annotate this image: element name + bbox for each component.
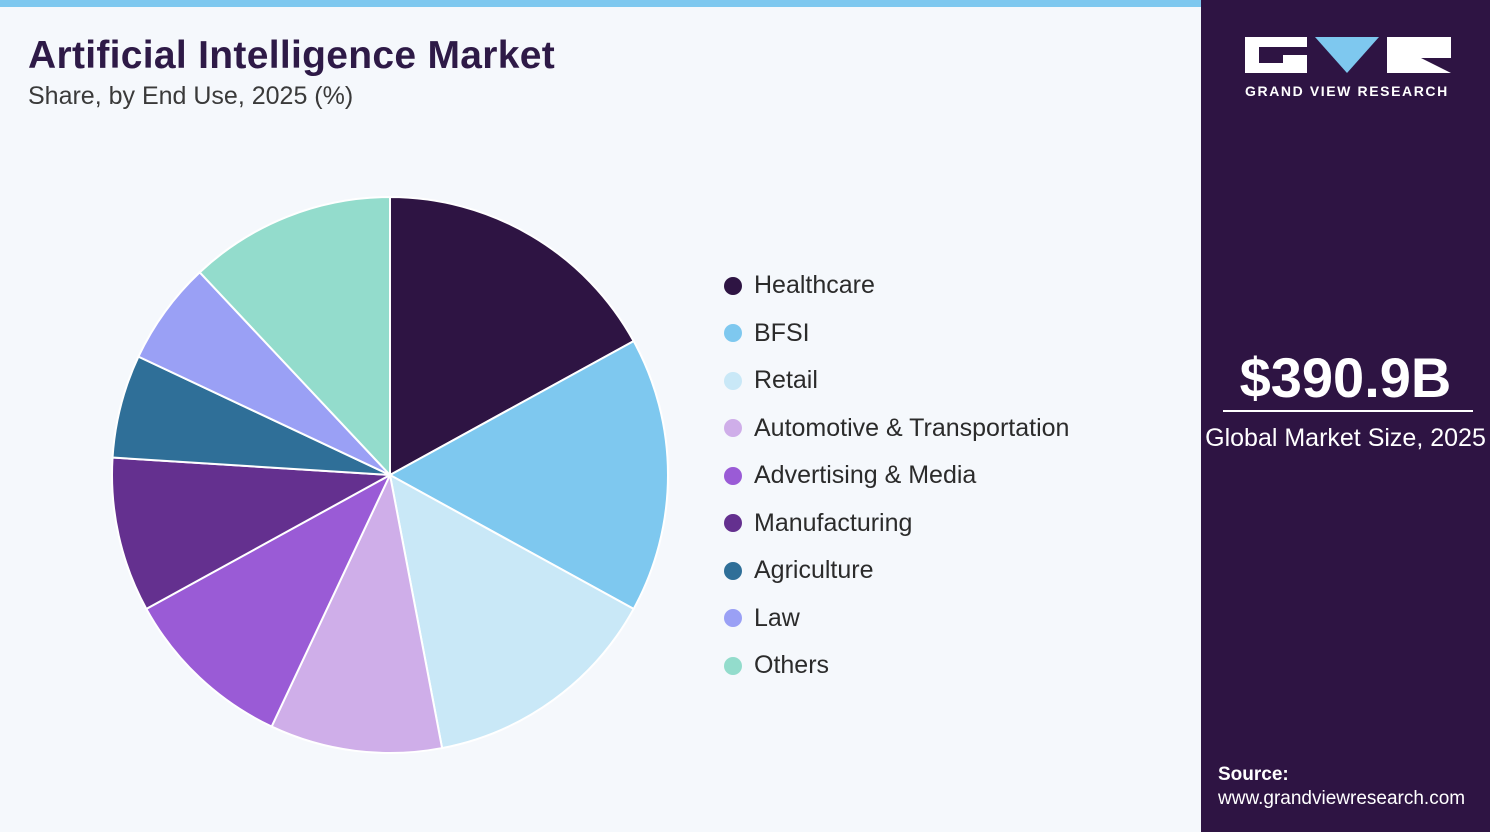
pie-slice-4 [145, 472, 393, 728]
source-link[interactable]: www.grandviewresearch.com [1218, 788, 1466, 809]
legend-item-0: Healthcare [724, 262, 1069, 310]
legend-item-8: Others [724, 642, 1069, 690]
pie-chart [111, 195, 669, 754]
pie-slice-2 [388, 473, 635, 750]
market-size-label: Global Market Size, 2025 [1205, 424, 1486, 452]
chart-title: Artificial Intelligence Market [28, 34, 555, 77]
accent-bar [0, 0, 1201, 7]
chart-panel: Artificial Intelligence Market Share, by… [0, 0, 1201, 754]
legend-swatch-icon [724, 276, 742, 295]
legend-label: Law [754, 603, 800, 632]
legend-label: Retail [754, 366, 818, 395]
legend-item-6: Agriculture [724, 547, 1069, 595]
legend-item-1: BFSI [724, 310, 1069, 358]
source-label: Source: [1218, 764, 1289, 785]
pie-slice-3 [270, 471, 444, 754]
legend-label: Automotive & Transportation [754, 413, 1070, 442]
legend-label: BFSI [754, 318, 810, 347]
brand-name: GRAND VIEW RESEARCH [1245, 83, 1449, 99]
legend-swatch-icon [724, 371, 742, 390]
legend-label: Agriculture [754, 556, 874, 585]
legend-label: Manufacturing [754, 508, 913, 537]
legend-label: Healthcare [754, 271, 875, 300]
legend-item-3: Automotive & Transportation [724, 405, 1069, 453]
pie-slice-0 [389, 195, 635, 477]
gvr-logo-icon [1245, 37, 1451, 73]
brand-logo: GRAND VIEW RESEARCH [1245, 36, 1451, 99]
pie-slice-8 [198, 195, 391, 478]
legend-swatch-icon [724, 514, 742, 533]
legend-item-4: Advertising & Media [724, 452, 1069, 500]
legend-swatch-icon [724, 609, 742, 628]
chart-subtitle: Share, by End Use, 2025 (%) [28, 82, 354, 110]
chart-legend: Healthcare BFSI Retail Automotive & Transpo… [724, 262, 1069, 690]
legend-swatch-icon [724, 656, 742, 675]
info-sidebar: GRAND VIEW RESEARCH $390.9B Global Marke… [1201, 0, 1490, 832]
pie-slice-1 [387, 339, 669, 611]
divider [1223, 410, 1473, 412]
legend-swatch-icon [724, 324, 742, 343]
legend-swatch-icon [724, 419, 742, 438]
pie-slice-5 [111, 456, 394, 611]
legend-swatch-icon [724, 466, 742, 485]
legend-label: Advertising & Media [754, 461, 977, 490]
legend-item-2: Retail [724, 357, 1069, 405]
market-size-value: $390.9B [1239, 346, 1452, 409]
legend-swatch-icon [724, 561, 742, 580]
legend-item-5: Manufacturing [724, 500, 1069, 548]
legend-label: Others [754, 651, 830, 680]
legend-item-7: Law [724, 595, 1069, 643]
